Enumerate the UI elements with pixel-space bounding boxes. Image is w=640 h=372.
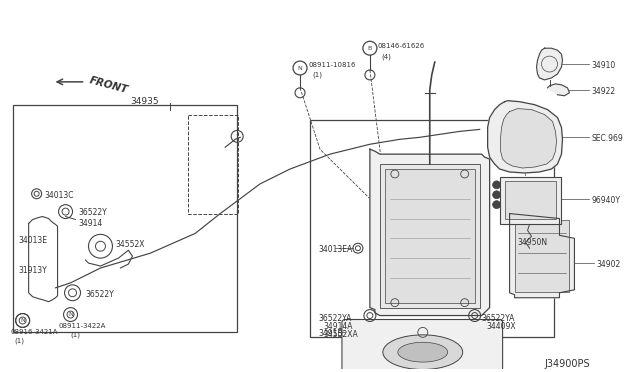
Text: 34914A: 34914A [323,323,353,331]
Text: 08911-3422A: 08911-3422A [59,324,106,330]
Text: (1): (1) [15,337,25,344]
Ellipse shape [383,335,463,369]
Text: 36522Y: 36522Y [86,290,115,299]
Bar [500,177,561,224]
Text: 34950N: 34950N [518,238,548,247]
Text: 36522YA: 36522YA [318,314,351,323]
Text: 34902: 34902 [596,260,621,269]
Polygon shape [547,84,570,96]
Polygon shape [488,101,563,173]
Bar [188,115,238,214]
Text: SEC.969: SEC.969 [591,134,623,143]
Text: 3491B: 3491B [318,329,342,339]
Polygon shape [509,214,575,298]
Text: 34013C: 34013C [45,191,74,200]
Text: 36522Y: 36522Y [79,208,108,217]
Text: 96940Y: 96940Y [591,196,620,205]
Bar [380,164,479,308]
Text: (4): (4) [382,53,392,60]
Ellipse shape [398,342,448,362]
Bar [310,119,554,337]
Circle shape [493,191,500,199]
Polygon shape [536,48,563,80]
Text: 34013E: 34013E [19,236,47,246]
Text: J34900PS: J34900PS [545,359,590,369]
Text: 08916-3421A: 08916-3421A [11,329,58,336]
Bar [515,221,570,292]
Text: FRONT: FRONT [88,75,129,95]
Text: (1): (1) [70,331,81,338]
Text: N: N [298,65,303,71]
Text: 08911-10816: 08911-10816 [308,62,356,68]
Text: 36522YA: 36522YA [482,314,515,323]
Text: 34013EA: 34013EA [318,245,352,254]
Text: N: N [68,312,73,317]
Polygon shape [370,149,490,315]
Bar [13,105,237,332]
Text: 34910: 34910 [591,61,616,70]
Text: 34914: 34914 [79,218,103,228]
Text: B: B [368,46,372,51]
Text: 34922: 34922 [591,87,616,96]
Text: 34552XA: 34552XA [323,330,358,339]
Text: 34552X: 34552X [115,240,145,249]
Circle shape [493,201,500,209]
Bar [504,181,557,218]
Text: N: N [20,318,25,323]
Text: 34409X: 34409X [486,323,516,331]
Text: 08146-61626: 08146-61626 [378,43,425,49]
Bar [385,169,475,303]
FancyBboxPatch shape [342,320,502,372]
Text: 34935: 34935 [131,97,159,106]
Polygon shape [500,109,557,168]
Text: 31913Y: 31913Y [19,266,47,275]
Text: (1): (1) [312,72,322,78]
Circle shape [493,181,500,189]
